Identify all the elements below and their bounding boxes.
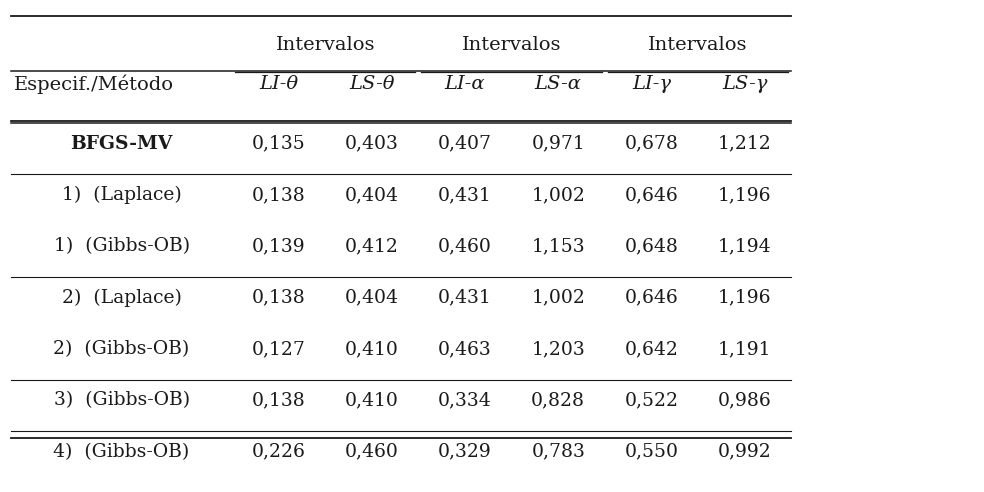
- Text: 1,196: 1,196: [718, 186, 771, 204]
- Text: 0,522: 0,522: [625, 391, 678, 409]
- Text: 1,153: 1,153: [531, 237, 585, 255]
- Text: 0,412: 0,412: [344, 237, 399, 255]
- Text: 0,329: 0,329: [438, 443, 492, 461]
- Text: 0,334: 0,334: [438, 391, 492, 409]
- Text: 0,407: 0,407: [438, 134, 492, 153]
- Text: 0,971: 0,971: [531, 134, 585, 153]
- Text: 0,410: 0,410: [344, 340, 399, 358]
- Text: 1,212: 1,212: [717, 134, 771, 153]
- Text: 3)  (Gibbs-OB): 3) (Gibbs-OB): [53, 391, 190, 409]
- Text: 0,139: 0,139: [252, 237, 305, 255]
- Text: 0,646: 0,646: [625, 289, 678, 307]
- Text: BFGS-MV: BFGS-MV: [71, 134, 173, 153]
- Text: 0,986: 0,986: [717, 391, 771, 409]
- Text: 0,642: 0,642: [625, 340, 678, 358]
- Text: 0,431: 0,431: [438, 289, 492, 307]
- Text: 0,138: 0,138: [252, 391, 305, 409]
- Text: 0,646: 0,646: [625, 186, 678, 204]
- Text: Intervalos: Intervalos: [276, 35, 375, 54]
- Text: 4)  (Gibbs-OB): 4) (Gibbs-OB): [53, 443, 190, 461]
- Text: LS-γ: LS-γ: [722, 75, 768, 93]
- Text: LS-θ: LS-θ: [349, 75, 395, 93]
- Text: 1,191: 1,191: [718, 340, 771, 358]
- Text: 1,194: 1,194: [718, 237, 771, 255]
- Text: 1,002: 1,002: [531, 289, 585, 307]
- Text: 0,783: 0,783: [531, 443, 585, 461]
- Text: LI-γ: LI-γ: [632, 75, 671, 93]
- Text: 0,992: 0,992: [717, 443, 771, 461]
- Text: 0,463: 0,463: [438, 340, 492, 358]
- Text: Especif./Método: Especif./Método: [14, 75, 174, 94]
- Text: LI-θ: LI-θ: [259, 75, 298, 93]
- Text: 2)  (Gibbs-OB): 2) (Gibbs-OB): [53, 340, 190, 358]
- Text: 0,410: 0,410: [344, 391, 399, 409]
- Text: 2)  (Laplace): 2) (Laplace): [62, 288, 181, 307]
- Text: Intervalos: Intervalos: [648, 35, 748, 54]
- Text: 0,404: 0,404: [344, 186, 399, 204]
- Text: 1)  (Gibbs-OB): 1) (Gibbs-OB): [53, 237, 190, 255]
- Text: 0,678: 0,678: [625, 134, 678, 153]
- Text: 0,460: 0,460: [438, 237, 492, 255]
- Text: 0,226: 0,226: [252, 443, 305, 461]
- Text: 1,002: 1,002: [531, 186, 585, 204]
- Text: 0,138: 0,138: [252, 186, 305, 204]
- Text: 0,828: 0,828: [531, 391, 585, 409]
- Text: 0,138: 0,138: [252, 289, 305, 307]
- Text: 0,404: 0,404: [344, 289, 399, 307]
- Text: 1,203: 1,203: [531, 340, 585, 358]
- Text: 0,550: 0,550: [625, 443, 678, 461]
- Text: 0,648: 0,648: [625, 237, 678, 255]
- Text: 0,431: 0,431: [438, 186, 492, 204]
- Text: 0,460: 0,460: [344, 443, 399, 461]
- Text: 1,196: 1,196: [718, 289, 771, 307]
- Text: Intervalos: Intervalos: [461, 35, 562, 54]
- Text: 0,135: 0,135: [252, 134, 305, 153]
- Text: 0,127: 0,127: [252, 340, 305, 358]
- Text: 0,403: 0,403: [344, 134, 399, 153]
- Text: LS-α: LS-α: [534, 75, 582, 93]
- Text: 1)  (Laplace): 1) (Laplace): [62, 186, 181, 204]
- Text: LI-α: LI-α: [445, 75, 485, 93]
